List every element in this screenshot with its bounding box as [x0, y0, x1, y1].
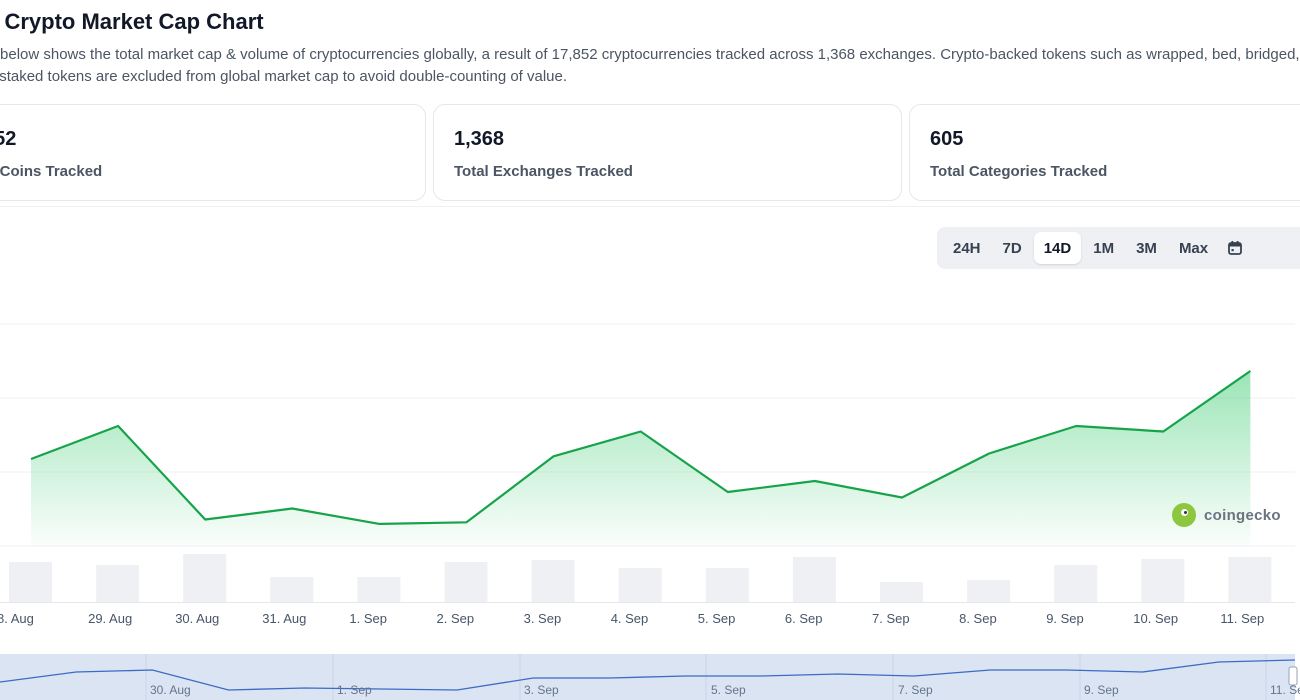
volume-bar-4 [357, 577, 401, 602]
volume-bar-5 [444, 562, 488, 602]
volume-bar-2 [183, 554, 227, 602]
tab-3m[interactable]: 3M [1136, 239, 1157, 257]
volume-bar-11 [967, 580, 1011, 602]
chart-panel [0, 206, 1300, 700]
stat-card-exchanges: 1,368 Total Exchanges Tracked [433, 104, 902, 201]
volume-bar-8 [705, 568, 749, 602]
x-tick-label-9: 6. Sep [785, 611, 823, 626]
x-tick-label-3: 31. Aug [262, 611, 306, 626]
volume-bar-14 [1228, 557, 1272, 602]
stat-label-coins: al Coins Tracked [0, 163, 103, 180]
x-tick-label-12: 9. Sep [1046, 611, 1084, 626]
volume-bar-6 [531, 560, 575, 602]
tab-14d[interactable]: 14D [1033, 232, 1082, 264]
page-title: al Crypto Market Cap Chart [0, 9, 264, 34]
x-tick-label-1: 29. Aug [88, 611, 132, 626]
market-cap-line [30, 370, 1252, 525]
coingecko-watermark: coingecko [1172, 503, 1281, 527]
x-tick-label-13: 10. Sep [1133, 611, 1178, 626]
x-tick-label-0: 8. Aug [0, 611, 34, 626]
volume-bar-1 [96, 565, 140, 602]
chart-navigator[interactable]: 30. Aug 1. Sep 3. Sep 5. Sep 7. Sep 9. Sep 11.… [0, 654, 1300, 700]
volume-bar-10 [880, 582, 923, 602]
stat-label-categories: Total Categories Tracked [930, 163, 1108, 180]
navigator-line [0, 659, 1296, 691]
coingecko-logo [1172, 503, 1196, 527]
page-description: hart below shows the total market cap & … [0, 46, 1300, 85]
watermark-text: coingecko [1204, 506, 1281, 524]
stat-value-categories: 605 [930, 128, 964, 150]
x-tick-label-8: 5. Sep [698, 611, 736, 626]
navigator-label-6: 11. Se [1270, 683, 1300, 697]
volume-bar-7 [618, 568, 662, 602]
navigator-label-5: 9. Sep [1084, 683, 1119, 697]
range-tabs: 24H 7D 14D 1M 3M Max [937, 227, 1300, 269]
calendar-button[interactable] [1220, 232, 1250, 264]
volume-bar-13 [1141, 559, 1185, 602]
x-tick-label-14: 11. Sep [1220, 611, 1264, 626]
x-tick-label-11: 8. Sep [959, 611, 997, 626]
x-tick-label-5: 2. Sep [437, 611, 475, 626]
x-tick-label-7: 4. Sep [611, 611, 649, 626]
market-cap-chart[interactable]: 8. Aug 29. Aug 30. Aug 31. Aug 1. Sep 2. Sep 3… [0, 300, 1300, 640]
x-tick-label-4: 1. Sep [349, 611, 387, 626]
tab-max[interactable]: Max [1178, 239, 1209, 257]
navigator-label-2: 3. Sep [524, 683, 559, 697]
tab-1m[interactable]: 1M [1093, 239, 1115, 257]
tab-24h[interactable]: 24H [953, 239, 981, 257]
stat-label-exchanges: Total Exchanges Tracked [454, 163, 633, 180]
volume-bar-12 [1054, 565, 1098, 602]
market-cap-area [31, 371, 1251, 546]
navigator-label-0: 30. Aug [150, 683, 191, 697]
stat-card-coins: 852 al Coins Tracked [0, 104, 426, 201]
x-tick-label-6: 3. Sep [524, 611, 562, 626]
navigator-label-3: 5. Sep [711, 683, 746, 697]
navigator-label-1: 1. Sep [337, 683, 372, 697]
volume-bar-9 [792, 557, 836, 602]
navigator-label-4: 7. Sep [898, 683, 933, 697]
navigator-handle [1288, 666, 1298, 686]
stat-card-categories: 605 Total Categories Tracked [909, 104, 1300, 201]
calendar-icon [1228, 241, 1243, 255]
stat-value-exchanges: 1,368 [454, 128, 505, 150]
x-tick-label-2: 30. Aug [175, 611, 219, 626]
stat-value-coins: 852 [0, 128, 17, 150]
volume-bar-3 [270, 577, 314, 602]
x-tick-label-10: 7. Sep [872, 611, 910, 626]
tab-7d[interactable]: 7D [1002, 239, 1022, 257]
volume-bar-0 [9, 562, 52, 602]
